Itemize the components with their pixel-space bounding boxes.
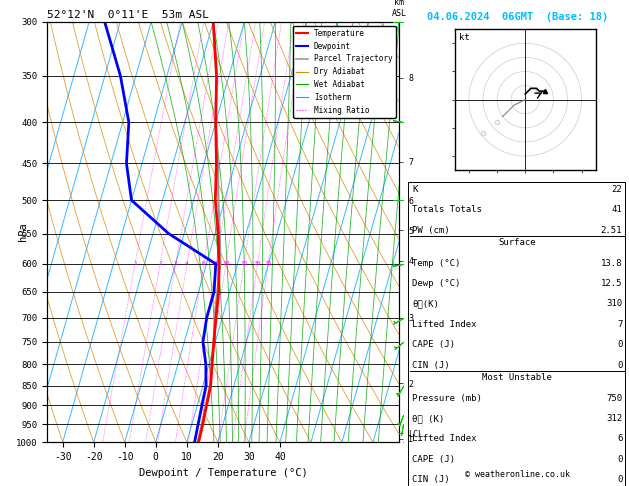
Text: 0: 0: [617, 361, 622, 370]
Legend: Temperature, Dewpoint, Parcel Trajectory, Dry Adiabat, Wet Adiabat, Isotherm, Mi: Temperature, Dewpoint, Parcel Trajectory…: [293, 26, 396, 118]
Text: 04.06.2024  06GMT  (Base: 18): 04.06.2024 06GMT (Base: 18): [426, 12, 608, 22]
Text: Dewp (°C): Dewp (°C): [413, 279, 461, 288]
Text: 2.51: 2.51: [601, 226, 622, 235]
Text: 1: 1: [133, 261, 137, 266]
Text: CIN (J): CIN (J): [413, 361, 450, 370]
Text: Surface: Surface: [499, 238, 536, 247]
Text: © weatheronline.co.uk: © weatheronline.co.uk: [465, 469, 570, 479]
Text: PW (cm): PW (cm): [413, 226, 450, 235]
Text: 7: 7: [617, 320, 622, 329]
Text: 22: 22: [611, 185, 622, 194]
Text: kt: kt: [459, 34, 470, 42]
Text: CIN (J): CIN (J): [413, 475, 450, 485]
Text: Most Unstable: Most Unstable: [482, 373, 552, 382]
Text: 52°12'N  0°11'E  53m ASL: 52°12'N 0°11'E 53m ASL: [47, 10, 209, 20]
Y-axis label: hPa: hPa: [18, 223, 28, 242]
Text: 750: 750: [606, 394, 622, 403]
Text: 0: 0: [617, 340, 622, 349]
Text: 8: 8: [214, 261, 218, 266]
Text: 0: 0: [617, 475, 622, 485]
Text: Pressure (mb): Pressure (mb): [413, 394, 482, 403]
X-axis label: Dewpoint / Temperature (°C): Dewpoint / Temperature (°C): [139, 468, 308, 478]
Bar: [408, 182, 625, 486]
Text: CAPE (J): CAPE (J): [413, 340, 455, 349]
Text: 41: 41: [611, 205, 622, 214]
Text: 2: 2: [159, 261, 162, 266]
Text: 4: 4: [185, 261, 189, 266]
Text: 312: 312: [606, 414, 622, 423]
Text: 13.8: 13.8: [601, 259, 622, 268]
Text: 6: 6: [202, 261, 206, 266]
Text: CAPE (J): CAPE (J): [413, 455, 455, 464]
Text: θᴄ (K): θᴄ (K): [413, 414, 445, 423]
Text: 15: 15: [240, 261, 248, 266]
Text: 310: 310: [606, 299, 622, 309]
Text: 25: 25: [264, 261, 272, 266]
Text: 20: 20: [253, 261, 261, 266]
Text: 10: 10: [222, 261, 230, 266]
Text: θᴄ(K): θᴄ(K): [413, 299, 439, 309]
Text: Totals Totals: Totals Totals: [413, 205, 482, 214]
Text: Temp (°C): Temp (°C): [413, 259, 461, 268]
Text: 3: 3: [174, 261, 177, 266]
Text: Lifted Index: Lifted Index: [413, 434, 477, 444]
Text: 6: 6: [617, 434, 622, 444]
Text: 0: 0: [617, 455, 622, 464]
Text: 12.5: 12.5: [601, 279, 622, 288]
Text: km
ASL: km ASL: [392, 0, 407, 17]
Text: K: K: [413, 185, 418, 194]
Text: Lifted Index: Lifted Index: [413, 320, 477, 329]
